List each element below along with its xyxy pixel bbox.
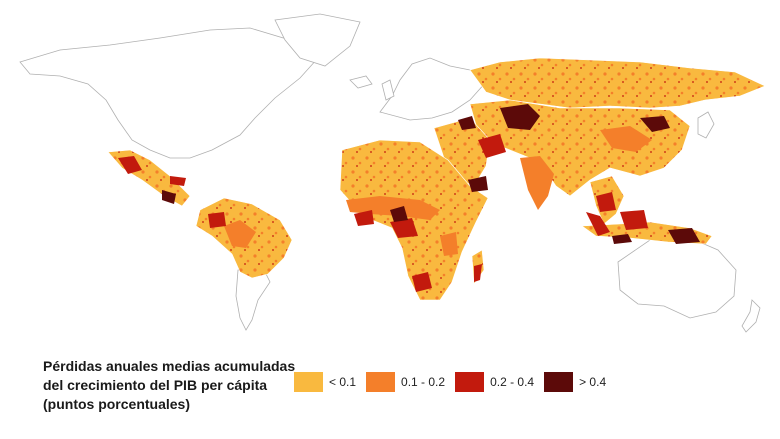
legend-swatch-low — [294, 372, 323, 392]
legend-item-medium-low: 0.1 - 0.2 — [366, 372, 445, 392]
shade-high — [162, 104, 700, 244]
unshaded-land — [19, 13, 761, 333]
patch-mexico — [118, 156, 142, 174]
patch-sumatra — [586, 212, 610, 236]
britain-outline — [381, 79, 395, 101]
legend-swatch-medium-high — [455, 372, 485, 392]
region-russia — [469, 57, 766, 109]
patch-central-asia — [500, 104, 540, 130]
iceland-outline — [349, 75, 373, 89]
shade-medium-high — [118, 134, 648, 292]
new-zealand-outline — [741, 299, 761, 333]
patch-sahel — [346, 196, 440, 220]
greenland-outline — [274, 13, 361, 67]
patch-pakistan — [478, 134, 506, 158]
legend-title-line-2: del crecimiento del PIB per cápita — [43, 377, 268, 393]
patch-new-guinea — [668, 228, 700, 244]
japan-outline — [697, 111, 715, 139]
australia-outline — [617, 237, 737, 319]
world-map-svg — [19, 13, 766, 333]
patch-congo — [390, 206, 408, 222]
legend-label-high: > 0.4 — [579, 375, 607, 389]
legend: < 0.1 0.1 - 0.2 0.2 - 0.4 > 0.4 — [294, 372, 616, 392]
patch-china — [600, 126, 652, 152]
legend-swatch-medium-low — [366, 372, 396, 392]
europe-outline — [379, 57, 487, 121]
legend-item-low: < 0.1 — [294, 372, 356, 392]
patch-india — [520, 156, 554, 210]
legend-label-low: < 0.1 — [329, 375, 357, 389]
patch-east-africa — [440, 232, 458, 256]
patch-caribbean — [170, 176, 186, 186]
patch-mongolia — [640, 116, 670, 132]
legend-label-medium-low: 0.1 - 0.2 — [401, 375, 446, 389]
patch-central-africa — [390, 218, 418, 238]
shade-medium-low — [224, 126, 652, 256]
legend-label-medium-high: 0.2 - 0.4 — [490, 375, 535, 389]
legend-swatch-high — [544, 372, 574, 392]
legend-title: Pérdidas anuales medias acumuladas del c… — [43, 357, 296, 414]
patch-brazil — [224, 220, 256, 248]
patch-afghanistan — [458, 116, 476, 130]
patch-indochina — [596, 192, 616, 212]
patch-java — [612, 234, 632, 244]
north-america-outline — [19, 27, 319, 159]
legend-item-high: > 0.4 — [544, 372, 606, 392]
legend-title-line-3: (puntos porcentuales) — [43, 396, 191, 412]
patch-west-africa — [354, 210, 374, 226]
patch-yemen — [468, 176, 488, 192]
world-map — [19, 13, 766, 333]
patch-madagascar-south — [474, 264, 482, 282]
patch-borneo — [620, 210, 648, 230]
legend-title-line-1: Pérdidas anuales medias acumuladas — [43, 358, 296, 374]
patch-central-america-high — [162, 190, 176, 204]
patch-amazon — [208, 212, 226, 228]
patch-southern-africa — [412, 272, 432, 292]
legend-item-medium-high: 0.2 - 0.4 — [455, 372, 534, 392]
